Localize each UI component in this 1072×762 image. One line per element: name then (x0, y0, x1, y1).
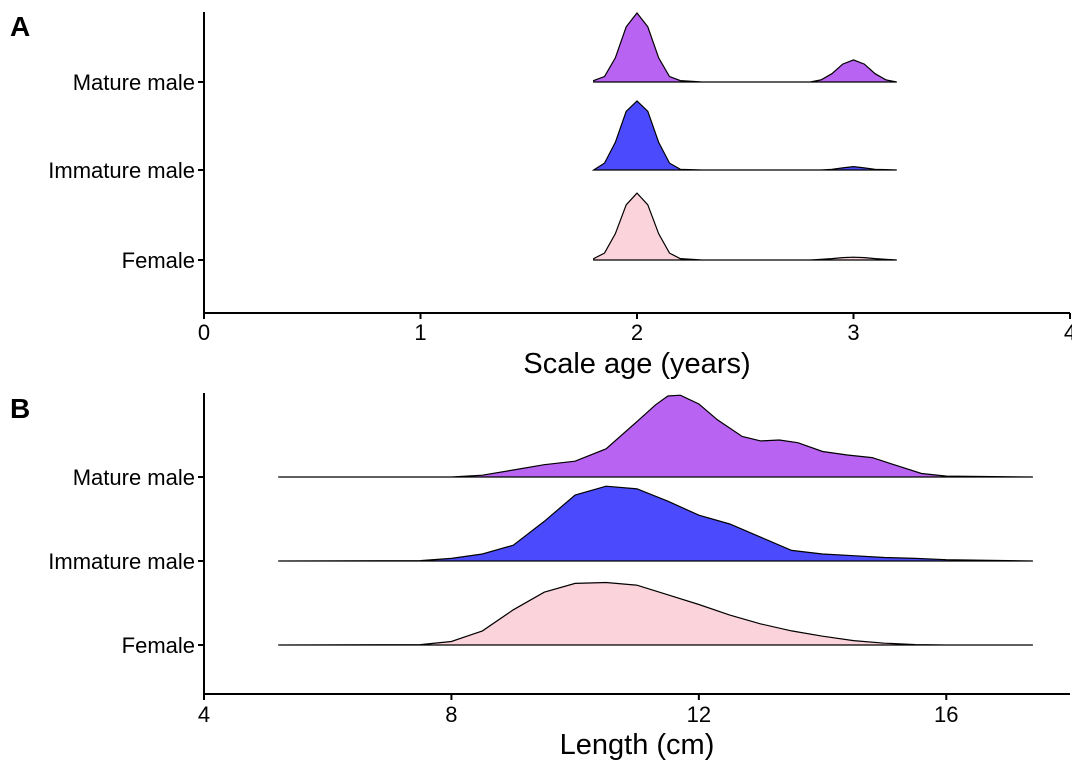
panel-b-plot: Female Immature male Mature male 4 8 12 16 (48, 393, 1070, 727)
panel-b-y-tick-label: Female (122, 633, 195, 658)
panel-b-y-tick-label: Mature male (73, 465, 195, 490)
panel-b-ridge-female (278, 581, 1033, 646)
panel-a-y-tick-label: Mature male (73, 70, 195, 95)
panel-b-x-tick-label: 8 (445, 702, 457, 727)
panel-a-y-tick-label: Female (122, 248, 195, 273)
panel-b-y-tick-label: Immature male (48, 549, 195, 574)
panel-a-label: A (10, 11, 30, 42)
panel-b-ridge-mature-male (278, 394, 1033, 478)
panel-b-ridge-immature-male (278, 485, 1033, 562)
panel-b-x-tick-label: 16 (934, 702, 958, 727)
panel-a-x-tick-label: 3 (847, 320, 859, 345)
panel-a-x-tick-label: 2 (631, 320, 643, 345)
panel-a-ridge-female (593, 192, 897, 261)
panel-b-label: B (10, 393, 30, 424)
panel-a-ridge-mature-male (593, 12, 897, 83)
panel-b-x-tick-label: 12 (687, 702, 711, 727)
panel-a-x-axis-title: Scale age (years) (523, 348, 750, 380)
panel-a-ridge-immature-male (591, 100, 897, 171)
panel-b-x-tick-label: 4 (198, 702, 210, 727)
panel-a-y-tick-label: Immature male (48, 158, 195, 183)
panel-a-plot: Female Immature male Mature male 0 1 2 3 4 (48, 12, 1072, 345)
panel-a-x-tick-label: 0 (198, 320, 210, 345)
panel-a-x-tick-label: 4 (1064, 320, 1072, 345)
panel-a-x-tick-label: 1 (414, 320, 426, 345)
panel-b-x-axis-title: Length (cm) (560, 729, 715, 761)
